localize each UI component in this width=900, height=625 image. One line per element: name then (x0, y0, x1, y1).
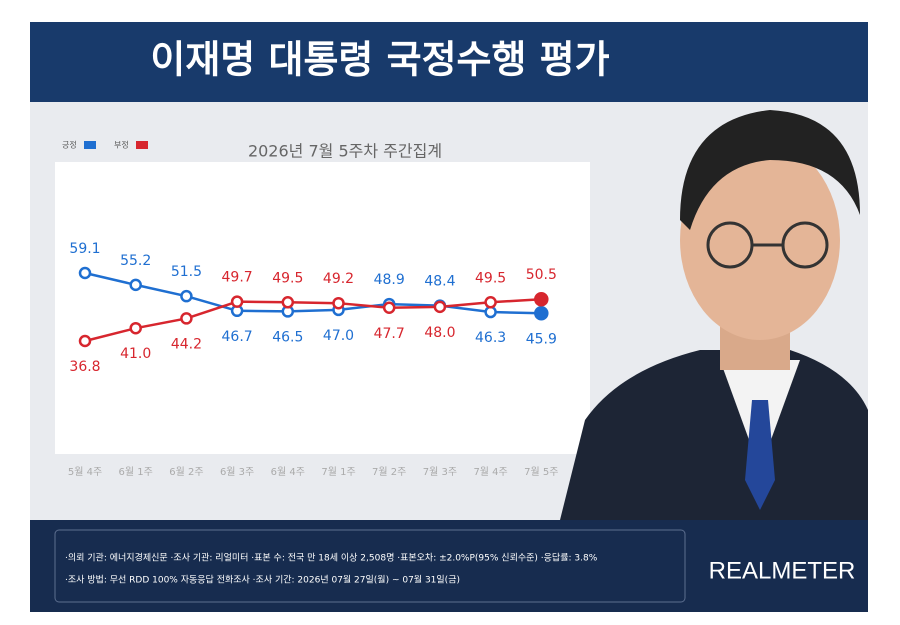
data-point (78, 266, 92, 280)
data-point (78, 334, 92, 348)
data-label: 48.4 (424, 274, 455, 290)
data-point (534, 291, 549, 307)
x-tick-label: 6월 2주 (169, 466, 203, 478)
x-tick-label: 7월 2주 (372, 466, 406, 478)
data-label: 50.5 (526, 267, 557, 283)
data-point (129, 278, 142, 292)
data-point (534, 306, 549, 321)
plot-area (55, 162, 590, 454)
x-tick-label: 7월 5주 (524, 466, 558, 478)
legend-label: 부정 (114, 140, 129, 150)
data-label: 49.5 (272, 270, 303, 286)
footer-box (54, 529, 686, 603)
x-tick-label: 5월 4주 (68, 466, 102, 478)
chart-subtitle: 2026년 7월 5주차 주간집계 (248, 142, 442, 161)
x-tick-label: 6월 1주 (119, 466, 153, 478)
data-label: 48.9 (374, 272, 405, 288)
data-label: 49.7 (222, 270, 253, 286)
x-tick-label: 7월 3주 (423, 466, 457, 478)
data-point (484, 305, 497, 319)
data-label: 46.3 (475, 330, 506, 346)
data-point (281, 296, 295, 309)
x-tick-label: 7월 4주 (473, 466, 507, 478)
chart-title: 이재명 대통령 국정수행 평가 (150, 38, 609, 82)
footer-note: ·조사 방법: 무선 RDD 100% 자동응답 전화조사 ·조사 기간: 20… (65, 574, 460, 586)
data-label: 59.1 (69, 241, 100, 257)
data-label: 46.7 (222, 329, 253, 345)
footer-note: ·의뢰 기관: 에너지경제신문 ·조사 기관: 리얼미터 ·표본 수: 전국 만… (65, 552, 598, 564)
x-tick-label: 7월 1주 (321, 466, 355, 478)
legend-swatch (136, 141, 148, 149)
photo (560, 110, 868, 520)
data-label: 47.0 (323, 328, 354, 344)
data-label: 41.0 (120, 346, 151, 362)
data-label: 49.2 (323, 271, 354, 287)
data-label: 48.0 (424, 325, 455, 341)
data-point (129, 321, 142, 335)
data-label: 46.5 (272, 329, 303, 345)
data-label: 45.9 (526, 331, 557, 347)
data-point (180, 289, 193, 303)
data-label: 47.7 (374, 326, 405, 342)
legend-label: 긍정 (62, 140, 77, 150)
data-point (332, 296, 345, 310)
data-point (382, 301, 396, 315)
brand: REALMETER (709, 557, 856, 584)
x-tick-label: 6월 4주 (271, 466, 305, 478)
data-label: 36.8 (69, 359, 100, 375)
data-label: 44.2 (171, 336, 202, 352)
header (30, 22, 868, 102)
data-point (230, 295, 244, 308)
data-point (180, 312, 193, 325)
series-line (84, 271, 542, 315)
data-label: 51.5 (171, 264, 202, 280)
data-point (484, 296, 497, 309)
data-label: 55.2 (120, 253, 151, 269)
data-point (433, 300, 447, 314)
legend-swatch (84, 141, 96, 149)
x-tick-label: 6월 3주 (220, 466, 254, 478)
series-line (84, 297, 542, 343)
footer (30, 520, 868, 612)
data-label: 49.5 (475, 270, 506, 286)
